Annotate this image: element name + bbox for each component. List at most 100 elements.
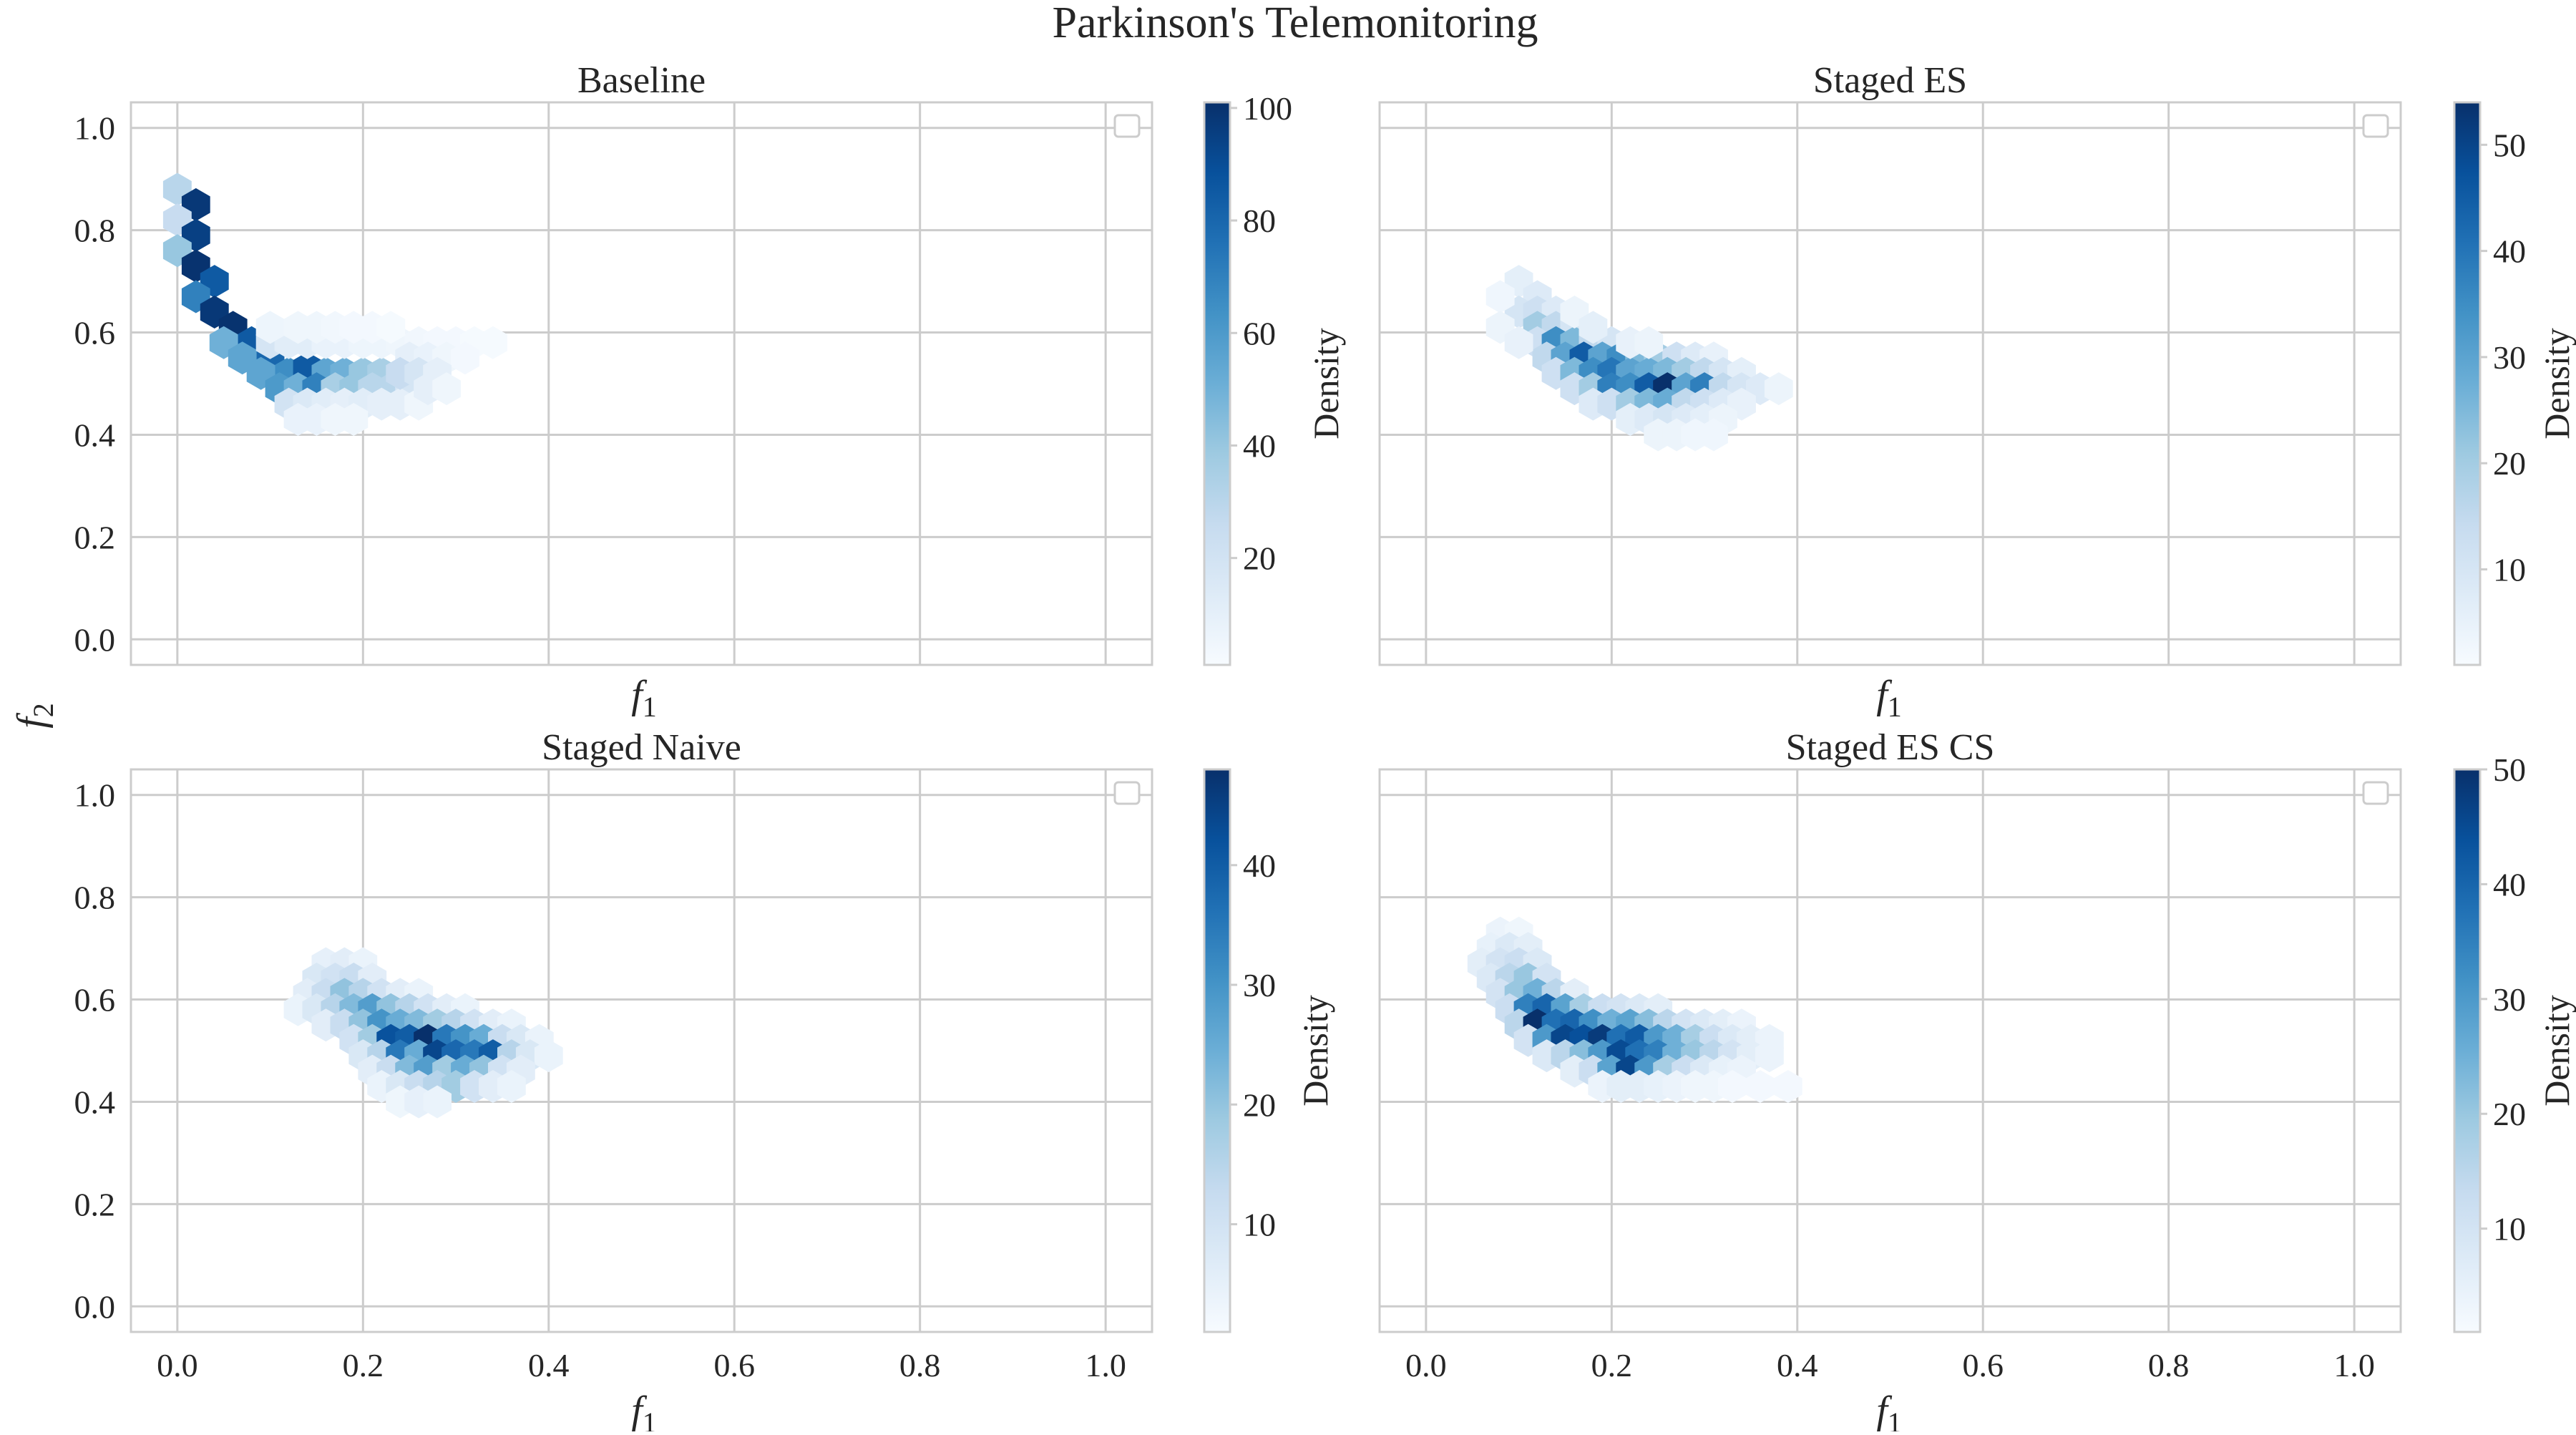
- hexbin-cell: [339, 403, 369, 436]
- hexbin-cell: [1764, 372, 1793, 406]
- hexbin-cell: [479, 326, 507, 359]
- panel-staged-es: Staged ES f1 10 20 30 40 50 Density: [1378, 60, 2576, 723]
- x-tick-label: 0.6: [1962, 1347, 2004, 1383]
- x-tick-label: 0.2: [343, 1347, 384, 1383]
- hexbin-cell: [255, 311, 285, 344]
- colorbar-tick-label: 40: [2493, 866, 2526, 903]
- y-tick-label: 0.2: [74, 1186, 116, 1222]
- legend-box: [2362, 781, 2389, 805]
- x-tick-label: 0.0: [157, 1347, 198, 1383]
- hexbin-cells: [283, 947, 563, 1119]
- colorbar-tick-label: 50: [2493, 127, 2526, 163]
- x-tick-label: 0.0: [1405, 1347, 1447, 1383]
- legend-box: [1113, 781, 1141, 805]
- x-tick-label: 1.0: [2333, 1347, 2375, 1383]
- shared-y-axis-label: f2: [9, 703, 59, 729]
- y-tick-label: 1.0: [74, 110, 116, 147]
- colorbar-tick-label: 100: [1243, 90, 1292, 127]
- colorbar-label: Density: [1295, 995, 1335, 1106]
- colorbar-tick-label: 10: [1243, 1206, 1276, 1242]
- hexbin-cell: [1699, 418, 1728, 452]
- colorbar-tick-label: 20: [1243, 1086, 1276, 1123]
- hexbin-cell: [1634, 326, 1664, 359]
- hexbin-cells: [1467, 916, 1802, 1103]
- hexbin-cell: [1504, 326, 1533, 359]
- colorbar-tick-label: 80: [1243, 203, 1276, 239]
- colorbar-label: Density: [2537, 995, 2576, 1106]
- panel-staged-es-cs: Staged ES CS 0.0 0.2 0.4 0.6 0.8 1.0 f1 10 20 30 40…: [1378, 727, 2576, 1435]
- colorbar-tick-label: 20: [2493, 1096, 2526, 1132]
- colorbar-gradient: [1203, 768, 1231, 1333]
- colorbar-tick-label: 30: [2493, 339, 2526, 376]
- plot-frame: [1378, 101, 2402, 666]
- y-tick-label: 0.6: [74, 315, 116, 351]
- colorbar-tick-label: 10: [2493, 1211, 2526, 1247]
- panel-title: Staged ES: [1813, 60, 1967, 101]
- colorbar: 10 20 30 40 50 Density: [2453, 101, 2576, 666]
- x-tick-label: 0.6: [713, 1347, 755, 1383]
- hexbin-cell: [376, 311, 406, 344]
- plot-frame: [130, 768, 1153, 1333]
- y-tick-label: 0.8: [74, 213, 116, 249]
- hexbin-cell: [497, 1070, 526, 1103]
- x-tick-label: 0.4: [1777, 1347, 1818, 1383]
- colorbar-tick-label: 60: [1243, 315, 1276, 351]
- colorbar-tick-label: 40: [1243, 847, 1276, 884]
- colorbar-label: Density: [2537, 328, 2576, 439]
- y-tick-label: 0.2: [74, 519, 116, 555]
- panel-title: Staged Naive: [542, 727, 741, 768]
- hexbin-cell: [1755, 1039, 1784, 1073]
- colorbar-tick-label: 40: [1243, 427, 1276, 464]
- hexbin-cell: [423, 1085, 452, 1119]
- x-tick-label: 0.8: [899, 1347, 941, 1383]
- y-tick-label: 0.6: [74, 982, 116, 1018]
- x-tick-label: 1.0: [1085, 1347, 1126, 1383]
- x-tick-label: 0.2: [1591, 1347, 1633, 1383]
- colorbar-tick-label: 30: [2493, 981, 2526, 1018]
- plot-frame: [130, 101, 1153, 666]
- x-tick-label: 0.4: [528, 1347, 570, 1383]
- x-axis-label: f1: [631, 673, 657, 723]
- y-tick-label: 0.0: [74, 1288, 116, 1325]
- colorbar-tick-label: 30: [1243, 967, 1276, 1003]
- hexbin-cell: [1746, 1070, 1775, 1103]
- hexbin-cell: [534, 1039, 563, 1073]
- colorbar: 10 20 30 40 50 Density: [2453, 751, 2576, 1333]
- colorbar-tick-label: 50: [2493, 751, 2526, 788]
- y-tick-label: 0.4: [74, 1084, 116, 1120]
- y-tick-label: 0.0: [74, 621, 116, 658]
- x-axis-label: f1: [1876, 1388, 1902, 1431]
- hexbin-cell: [1773, 1070, 1802, 1103]
- x-axis-label: f1: [1876, 673, 1902, 723]
- panel-title: Baseline: [577, 60, 706, 101]
- y-tick-label: 0.4: [74, 417, 116, 453]
- panel-baseline: Baseline 0.0 0.2 0.4 0.6 0.8 1.0 f1 20 40 60 80 100 D…: [74, 60, 1347, 723]
- colorbar-gradient: [2453, 768, 2482, 1333]
- colorbar-gradient: [1203, 101, 1231, 666]
- hexbin-cell: [451, 341, 479, 375]
- hexbin-cells: [1485, 265, 1793, 452]
- colorbar-tick-label: 10: [2493, 552, 2526, 588]
- colorbar-tick-label: 40: [2493, 233, 2526, 270]
- figure-title: Parkinson's Telemonitoring: [1052, 0, 1538, 47]
- y-tick-label: 1.0: [74, 777, 116, 814]
- colorbar-label: Density: [1306, 328, 1346, 439]
- colorbar-gradient: [2453, 101, 2482, 666]
- y-tick-label: 0.8: [74, 880, 116, 916]
- plot-frame: [1378, 768, 2402, 1333]
- legend-box: [1113, 114, 1141, 138]
- hexbin-cell: [1579, 311, 1608, 344]
- panel-staged-naive: Staged Naive 0.0 0.2 0.4 0.6 0.8 1.0 0.0 0.2 0.4 0…: [74, 727, 1336, 1435]
- colorbar: 20 40 60 80 100 Density: [1203, 90, 1346, 666]
- legend-box: [2362, 114, 2389, 138]
- x-axis-label: f1: [631, 1388, 657, 1431]
- hexbin-cells: [162, 172, 507, 436]
- hexbin-cell: [432, 372, 461, 406]
- colorbar: 10 20 30 40 Density: [1203, 768, 1335, 1333]
- colorbar-tick-label: 20: [1243, 540, 1276, 577]
- panel-title: Staged ES CS: [1786, 727, 1995, 768]
- hexbin-cell: [1718, 1070, 1747, 1103]
- hexbin-cell: [1485, 280, 1515, 313]
